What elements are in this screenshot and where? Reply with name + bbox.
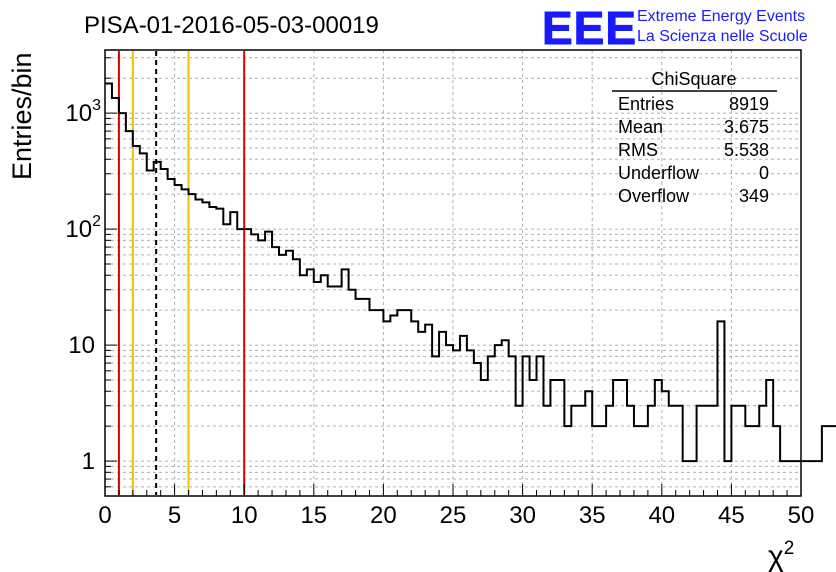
x-axis-label: χ2 (768, 538, 794, 572)
stats-label-mean: Mean (618, 117, 663, 137)
stats-label-entries: Entries (618, 94, 674, 114)
stats-label-rms: RMS (618, 140, 658, 160)
eee-logo-mark: EEE (542, 2, 637, 54)
y-tick-label: 103 (65, 97, 101, 127)
x-tick-label: 0 (98, 502, 111, 529)
grid (105, 50, 801, 497)
stats-value-underflow: 0 (759, 163, 769, 183)
y-tick-label: 1 (82, 448, 95, 475)
y-tick-label-base: 10 (68, 332, 95, 359)
reference-lines (117, 51, 246, 495)
x-tick-label: 25 (440, 502, 467, 529)
stats-value-entries: 8919 (729, 94, 769, 114)
histogram-line (105, 82, 836, 463)
stats-title: ChiSquare (651, 69, 736, 89)
eee-logo-line1: Extreme Energy Events (637, 8, 805, 25)
y-tick-label-base: 1 (82, 448, 95, 475)
y-tick-label-base: 10 (65, 100, 92, 127)
x-tick-label: 30 (509, 502, 536, 529)
y-tick-label: 10 (68, 332, 95, 359)
y-tick-label-exponent: 2 (92, 213, 101, 230)
y-tick-label-base: 10 (65, 216, 92, 243)
stats-value-mean: 3.675 (724, 117, 769, 137)
y-tick-label-exponent: 3 (92, 97, 101, 114)
x-tick-label: 35 (579, 502, 606, 529)
stats-value-overflow: 349 (739, 186, 769, 206)
x-tick-label: 15 (300, 502, 327, 529)
stats-label-overflow: Overflow (618, 186, 690, 206)
chart-title: PISA-01-2016-05-03-00019 (84, 12, 379, 39)
y-axis-label: Entries/bin (7, 52, 37, 180)
eee-logo-line2: La Scienza nelle Scuole (637, 28, 808, 45)
x-tick-label: 50 (788, 502, 815, 529)
stats-value-rms: 5.538 (724, 140, 769, 160)
x-tick-label: 45 (718, 502, 745, 529)
y-tick-label: 102 (65, 213, 101, 243)
x-tick-label: 40 (648, 502, 675, 529)
stats-box: ChiSquare Entries 8919 Mean 3.675 RMS 5.… (612, 69, 777, 206)
axis-ticks (104, 57, 802, 497)
x-tick-label: 20 (370, 502, 397, 529)
x-axis-label-superscript: 2 (784, 538, 795, 559)
x-tick-label: 10 (231, 502, 258, 529)
x-axis-label-base: χ (768, 540, 784, 572)
x-tick-label: 5 (168, 502, 181, 529)
eee-logo: EEE Extreme Energy Events La Scienza nel… (542, 2, 808, 55)
histogram-series (105, 82, 836, 463)
stats-label-underflow: Underflow (618, 163, 700, 183)
